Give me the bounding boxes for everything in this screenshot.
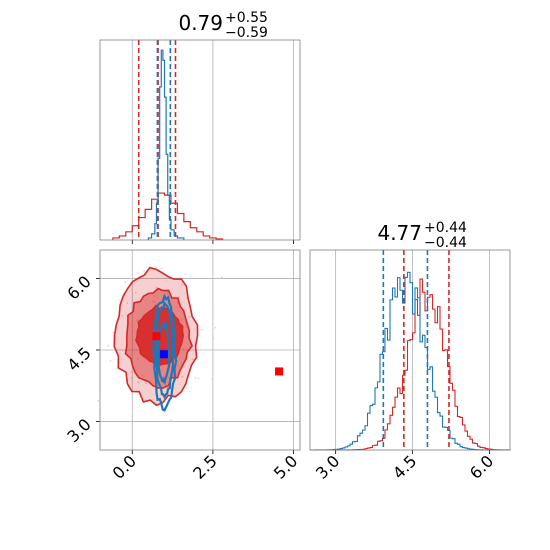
joint-scatter-point (155, 286, 158, 289)
joint-scatter-point (175, 306, 178, 309)
joint-scatter-point (126, 302, 129, 304)
joint-blue-contour-1 (154, 300, 175, 400)
top-title-median: 0.79 (178, 11, 223, 35)
joint-scatter-point (124, 281, 127, 284)
top-panel-frame (99, 39, 301, 241)
joint-scatter-point (172, 394, 175, 396)
joint-panel-frame (99, 249, 301, 451)
blue-marker (159, 350, 168, 359)
joint-scatter-point (182, 347, 185, 350)
joint-xtick-label: 5.0 (270, 451, 301, 482)
joint-xtick-label: 0.0 (109, 451, 140, 482)
joint-scatter-point (156, 297, 159, 299)
joint-scatter-point (130, 353, 133, 356)
joint-scatter-point (197, 377, 200, 380)
right-panel-frame (309, 249, 511, 451)
red-marker-outer (275, 367, 284, 376)
joint-scatter-point (181, 376, 184, 379)
joint-scatter-point (194, 377, 197, 379)
red-marker-inner (152, 332, 161, 341)
joint-scatter-point (161, 267, 163, 269)
joint-scatter-point (200, 328, 203, 331)
joint-scatter-point (174, 194, 176, 196)
joint-scatter-point (121, 314, 124, 317)
top-title-plus: +0.55 (225, 10, 268, 26)
joint-scatter-point (188, 315, 191, 318)
joint-scatter-point (97, 399, 100, 402)
joint-xtick-label: 2.5 (189, 451, 220, 482)
joint-scatter-point (166, 292, 169, 295)
joint-scatter-point (191, 358, 194, 361)
joint-blue-contour-0 (152, 293, 178, 412)
top-hist-series-1 (147, 49, 185, 240)
joint-scatter-point (211, 378, 214, 380)
text-layer: 0.79 +0.55−0.59 3.0 4.5 6.0 4.77 +0.44−0.44 0.0… (63, 10, 497, 483)
joint-ytick-label: 4.5 (63, 343, 94, 374)
joint-scatter-point (143, 270, 146, 273)
joint-scatter-point (109, 360, 112, 362)
joint-scatter-point (220, 276, 223, 279)
joint-scatter-point (155, 266, 158, 269)
top-hist-series-0 (112, 192, 224, 240)
joint-scatter-point (136, 357, 139, 360)
joint-scatter-point (137, 381, 140, 384)
right-xtick-label: 6.0 (466, 451, 497, 482)
right-title-plus: +0.44 (424, 220, 467, 236)
right-xtick-label: 4.5 (389, 451, 420, 482)
joint-scatter-point (181, 284, 184, 286)
joint-scatter-point (137, 380, 139, 383)
right-title-minus: −0.44 (424, 235, 467, 251)
right-title-median: 4.77 (377, 221, 422, 245)
joint-scatter-point (214, 326, 217, 329)
joint-scatter-point (112, 331, 115, 334)
joint-ytick-label: 6.0 (63, 272, 94, 303)
joint-scatter-point (152, 300, 155, 303)
joint-scatter-point (181, 318, 184, 321)
joint-scatter-point (184, 273, 187, 276)
grid-layer (100, 40, 490, 450)
joint-scatter-point (136, 319, 139, 322)
right-hist-series-0 (310, 278, 511, 451)
right-xtick-label: 3.0 (312, 451, 343, 482)
top-title-minus: −0.59 (225, 25, 268, 41)
joint-scatter-point (145, 382, 147, 385)
joint-scatter-point (212, 337, 215, 340)
right-hist-series-1 (309, 271, 511, 451)
joint-scatter-point (153, 295, 156, 298)
joint-scatter-point (168, 376, 170, 379)
joint-scatter-point (144, 358, 147, 361)
joint-scatter-point (153, 301, 156, 303)
joint-scatter-point (137, 272, 140, 275)
data-layer (97, 40, 511, 451)
joint-blue-contour-2 (157, 319, 171, 386)
joint-scatter-point (107, 344, 110, 347)
joint-scatter-point (130, 376, 133, 379)
joint-ytick-label: 3.0 (63, 415, 94, 446)
frame-layer (96, 39, 511, 454)
joint-scatter-point (141, 374, 144, 377)
joint-scatter-point (170, 419, 172, 421)
joint-scatter-point (130, 370, 133, 373)
joint-scatter-point (134, 292, 137, 294)
